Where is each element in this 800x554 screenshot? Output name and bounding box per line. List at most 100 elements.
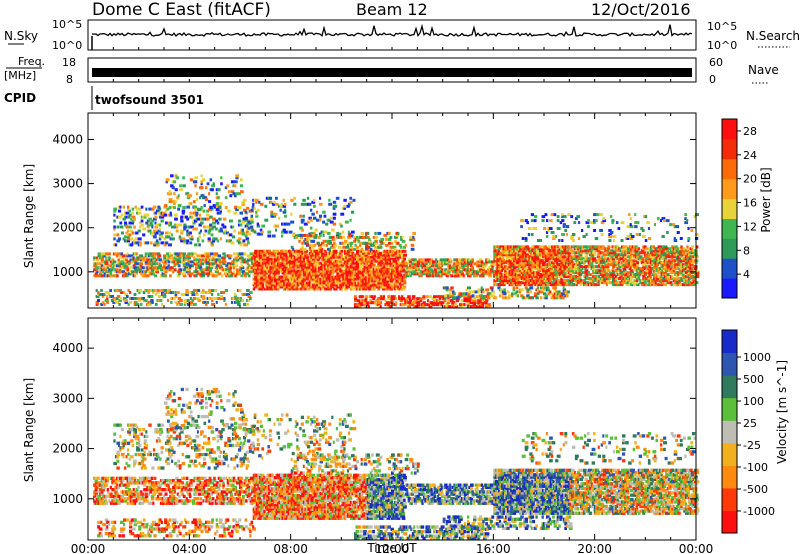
range-cell [324, 259, 327, 263]
range-cell [199, 270, 202, 274]
range-cell [398, 281, 402, 285]
range-cell [366, 283, 369, 287]
range-cell [337, 269, 341, 273]
range-cell [421, 270, 425, 274]
range-cell [578, 261, 581, 265]
range-cell [290, 212, 293, 216]
range-cell [502, 245, 505, 249]
range-cell [672, 259, 676, 263]
range-cell [660, 281, 664, 285]
range-cell [569, 261, 574, 265]
range-cell [339, 283, 342, 287]
range-cell [351, 267, 354, 271]
range-cell [649, 271, 652, 275]
range-cell [281, 267, 285, 271]
range-cell [368, 261, 371, 265]
range-cell [239, 268, 242, 272]
range-cell [182, 264, 186, 268]
range-cell [646, 275, 651, 279]
range-cell [566, 263, 569, 267]
range-cell [160, 231, 164, 235]
range-cell [331, 269, 335, 273]
range-cell [578, 277, 582, 281]
range-cell [575, 279, 579, 283]
range-cell [610, 255, 613, 259]
range-cell [595, 259, 598, 263]
range-cell [605, 283, 608, 287]
range-cell [540, 261, 543, 265]
range-cell [637, 275, 641, 279]
range-cell [663, 245, 668, 249]
range-cell [602, 273, 606, 277]
range-cell [113, 233, 116, 237]
range-cell [546, 275, 550, 279]
range-cell [357, 265, 360, 269]
range-cell [618, 273, 621, 277]
range-cell [258, 273, 262, 277]
range-cell [175, 262, 178, 266]
range-cell [325, 281, 328, 285]
range-cell [289, 269, 292, 273]
range-cell [135, 262, 140, 266]
range-cell [247, 232, 252, 236]
range-cell [558, 245, 563, 249]
range-cell [552, 283, 555, 287]
range-cell [362, 275, 365, 279]
range-cell [651, 263, 654, 267]
range-cell [211, 256, 214, 260]
range-cell [152, 268, 155, 272]
range-cell [646, 255, 650, 259]
range-cell [497, 251, 501, 255]
range-cell [406, 270, 409, 274]
range-cell [181, 272, 184, 276]
range-cell [279, 208, 282, 212]
range-cell [381, 251, 385, 255]
range-cell [413, 272, 417, 276]
range-cell [391, 277, 395, 281]
range-cell [316, 210, 319, 214]
range-cell [328, 261, 332, 265]
range-cell [496, 245, 500, 249]
range-cell [526, 247, 531, 251]
range-cell [432, 260, 436, 264]
range-cell [281, 257, 285, 261]
range-cell [569, 251, 573, 255]
range-cell [613, 271, 616, 275]
range-cell [510, 273, 514, 277]
range-cell [519, 283, 522, 287]
range-cell [150, 258, 153, 262]
range-cell [330, 279, 333, 283]
range-cell [349, 261, 353, 265]
range-cell [209, 223, 213, 227]
range-cell [649, 245, 652, 249]
range-cell [356, 273, 360, 277]
range-cell [398, 283, 402, 287]
range-cell [601, 279, 604, 283]
range-cell [126, 274, 129, 278]
range-cell [659, 247, 662, 251]
range-cell [177, 204, 182, 208]
range-cell [234, 252, 238, 256]
range-cell [339, 249, 342, 253]
range-cell [633, 247, 636, 251]
range-cell [305, 277, 309, 281]
range-cell [504, 269, 507, 273]
range-cell [517, 269, 520, 273]
range-cell [277, 255, 280, 259]
range-cell [254, 279, 257, 283]
range-cell [243, 272, 247, 276]
range-cell [195, 198, 198, 202]
range-cell [359, 267, 362, 271]
range-cell [593, 247, 596, 251]
range-cell [613, 247, 618, 251]
range-cell [301, 279, 304, 283]
range-cell [185, 262, 190, 266]
range-cell [273, 273, 277, 277]
range-cell [508, 281, 511, 285]
range-cell [152, 262, 155, 266]
range-cell [502, 259, 505, 263]
range-cell [193, 227, 198, 231]
range-cell [152, 252, 156, 256]
range-cell [580, 273, 582, 277]
range-cell [289, 277, 293, 281]
